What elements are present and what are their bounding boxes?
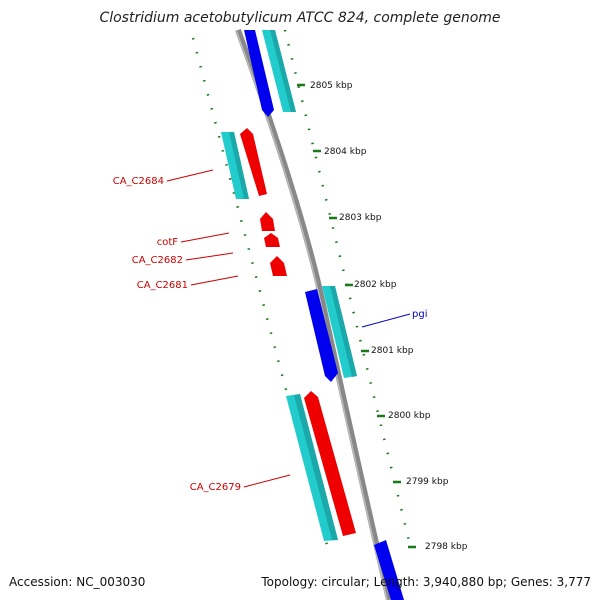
ruler-tick-labels: 2805 kbp 2804 kbp 2803 kbp 2802 kbp 2801… — [310, 81, 468, 552]
cds-band-ca-c2679-shade — [294, 394, 338, 540]
gene-ca-c2679[interactable] — [304, 391, 356, 536]
genome-summary-text: Topology: circular; Length: 3,940,880 bp… — [261, 575, 591, 589]
map-title: Clostridium acetobutylicum ATCC 824, com… — [99, 10, 501, 26]
gene-label-ca-c2684[interactable]: CA_C2684 — [113, 176, 164, 187]
tick-label-2799: 2799 kbp — [406, 477, 449, 487]
genome-backbone — [235, 28, 392, 600]
tick-label-2798: 2798 kbp — [425, 542, 468, 552]
gene-label-ca-c2679[interactable]: CA_C2679 — [190, 482, 241, 493]
gene-cotf[interactable] — [260, 212, 275, 231]
gene-block-reverse-bottom[interactable] — [374, 540, 404, 600]
tick-label-2804: 2804 kbp — [324, 147, 367, 157]
gene-label-pgi[interactable]: pgi — [412, 309, 427, 320]
gene-labels: CA_C2684 cotF CA_C2682 CA_C2681 pgi CA_C… — [113, 176, 428, 493]
ruler-axis-line — [283, 29, 412, 546]
cds-band-top-shade — [270, 30, 296, 112]
accession-text: Accession: NC_003030 — [9, 575, 146, 589]
outer-guide-line — [191, 37, 329, 546]
tick-label-2805: 2805 kbp — [310, 81, 353, 91]
ruler-ticks — [297, 83, 416, 549]
gene-ca-c2681[interactable] — [270, 256, 287, 276]
gene-ca-c2682[interactable] — [264, 233, 280, 247]
tick-label-2800: 2800 kbp — [388, 411, 431, 421]
cds-band-pgi-shade — [330, 286, 357, 377]
gene-ca-c2684[interactable] — [240, 128, 267, 196]
gene-label-ca-c2681[interactable]: CA_C2681 — [137, 280, 188, 291]
gene-label-cotf[interactable]: cotF — [157, 237, 179, 248]
tick-label-2802: 2802 kbp — [354, 280, 397, 290]
genome-backbone-highlight — [235, 29, 388, 600]
gene-leader-lines — [166, 169, 411, 488]
gene-label-ca-c2682[interactable]: CA_C2682 — [132, 255, 183, 266]
tick-label-2801: 2801 kbp — [371, 346, 414, 356]
gene-block-reverse-top[interactable] — [244, 30, 274, 117]
tick-label-2803: 2803 kbp — [339, 213, 382, 223]
gene-pgi[interactable] — [305, 289, 338, 382]
cds-band-ca-c2684-shade — [229, 132, 249, 199]
